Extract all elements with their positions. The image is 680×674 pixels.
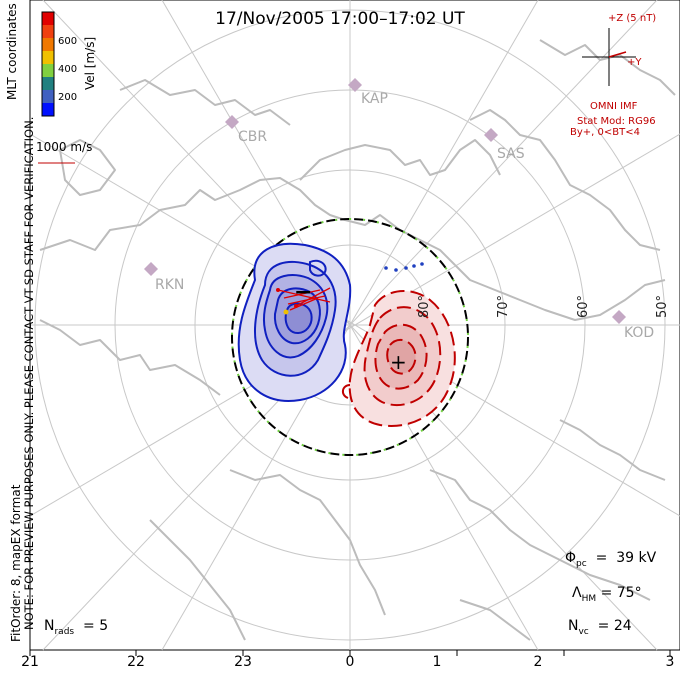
imf-z-label: +Z (5 nT) <box>608 13 657 24</box>
positive-potential-cell <box>342 289 456 427</box>
preview-note: NOTE: FOR PREVIEW PURPOSES ONLY. PLEASE … <box>22 116 36 630</box>
heppner-maynard-boundary <box>231 218 469 456</box>
coastlines <box>39 39 676 641</box>
n-rads-value: 5 <box>99 618 109 634</box>
station-markers <box>144 78 626 324</box>
n-vc-value: 24 <box>613 618 632 634</box>
negative-potential-cell <box>237 242 352 402</box>
mlt-tick-22: 22 <box>127 654 145 670</box>
station-marker-sas <box>484 128 498 142</box>
latitude-label-70: 70° <box>496 294 511 318</box>
mlt-tick-1: 1 <box>432 654 442 670</box>
velocity-scale-label: 1000 m/s <box>36 140 93 154</box>
coordinates-label: MLT coordinates <box>5 3 19 100</box>
station-label-kod: KOD <box>624 325 655 341</box>
fit-order-label: FitOrder: 8, mapEX format <box>9 484 23 642</box>
imf-y-label: +Y <box>627 57 642 68</box>
colorbar-label: Vel [m/s] <box>83 36 97 90</box>
mlt-grid <box>29 0 680 651</box>
station-label-sas: SAS <box>497 146 525 162</box>
velocity-dots <box>276 262 424 315</box>
mlt-tick-2: 2 <box>533 654 543 670</box>
mlt-tick-0: 0 <box>345 654 355 670</box>
stat-n-rads: Nrads = 5 <box>44 618 109 637</box>
imf-condition: By+, 0<BT<4 <box>570 127 640 138</box>
lambda-hm-value: 75° <box>616 585 642 601</box>
station-marker-cbr <box>225 115 239 129</box>
station-label-cbr: CBR <box>238 129 268 145</box>
stat-phi-pc: Φpc = 39 kV <box>565 550 657 569</box>
station-marker-rkn <box>144 262 158 276</box>
mlt-tick-23: 23 <box>234 654 252 670</box>
velocity-vectors <box>277 287 331 311</box>
colorbar-tick-200: 200 <box>58 92 78 103</box>
colorbar-tick-600: 600 <box>58 36 78 47</box>
latitude-label-50: 50° <box>655 294 670 318</box>
station-marker-kap <box>348 78 362 92</box>
phi-pc-value: 39 kV <box>616 550 657 566</box>
imf-source: OMNI IMF <box>590 101 638 112</box>
potential-maximum-marker: + <box>390 350 407 374</box>
mlt-tick-21: 21 <box>21 654 39 670</box>
colorbar <box>41 11 55 117</box>
stat-model: Stat Mod: RG96 <box>577 116 656 127</box>
boundary-markers <box>231 218 469 456</box>
mlt-tick-marks <box>29 650 671 656</box>
station-label-kap: KAP <box>361 91 388 107</box>
map-title: 17/Nov/2005 17:00–17:02 UT <box>215 9 465 29</box>
stat-lambda-hm: ΛHM = 75° <box>572 585 642 604</box>
stat-n-vc: Nvc = 24 <box>568 618 632 637</box>
station-marker-kod <box>612 310 626 324</box>
colorbar-tick-400: 400 <box>58 64 78 75</box>
station-label-rkn: RKN <box>155 277 185 293</box>
latitude-label-60: 60° <box>576 294 591 318</box>
mlt-tick-3: 3 <box>665 654 675 670</box>
imf-clock <box>582 28 636 86</box>
potential-minimum-marker: − <box>294 280 313 305</box>
latitude-label-80: 80° <box>417 294 432 318</box>
